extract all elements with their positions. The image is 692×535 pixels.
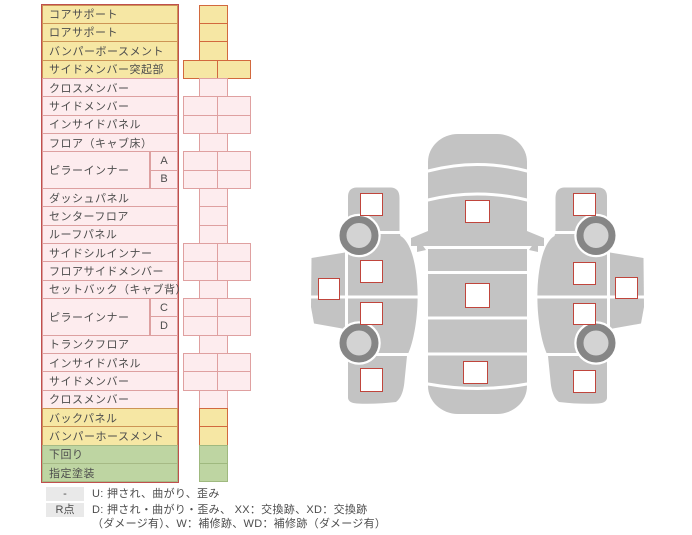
damage-cell <box>183 59 218 79</box>
part-label: センターフロア <box>42 206 178 226</box>
legend-item: R点 D: 押され・曲がり・歪み、 XX：交換跡、XD：交換跡 （ダメージ有）、W：… <box>46 502 386 532</box>
part-label: ダッシュパネル <box>42 187 178 208</box>
part-sublabel: C <box>150 297 178 318</box>
part-label: クロスメンバー <box>42 77 178 98</box>
part-label: ピラーインナー <box>42 151 150 189</box>
damage-cell <box>199 444 228 464</box>
damage-cell <box>183 114 218 134</box>
legend-line: D: 押され・曲がり・歪み、 XX：交換跡、XD：交換跡 <box>92 503 368 516</box>
legend-line: U: 押され、曲がり、歪み <box>92 488 220 500</box>
legend-badge: R点 <box>46 502 84 517</box>
damage-cell <box>216 151 251 171</box>
damage-cell <box>199 334 228 354</box>
part-label: 下回り <box>42 444 178 464</box>
legend-text: U: 押され、曲がり、歪み <box>92 487 220 502</box>
part-label: 指定塗装 <box>42 463 178 483</box>
damage-cell <box>199 206 228 226</box>
damage-cell <box>216 371 251 391</box>
side-mirror-icon <box>417 237 426 252</box>
damage-cell <box>216 114 251 134</box>
rear-wheel-icon <box>337 321 381 365</box>
damage-marker-right-front-fender <box>573 193 596 216</box>
damage-cell <box>216 352 251 373</box>
damage-cell <box>199 4 228 24</box>
damage-cell <box>183 371 218 391</box>
damage-cell <box>183 151 218 171</box>
part-sublabel: D <box>150 316 178 336</box>
part-label: サイドメンバー <box>42 371 178 391</box>
damage-marker-left-front-fender <box>360 193 383 216</box>
part-label: フロアサイドメンバー <box>42 261 178 281</box>
damage-marker-left-front-door <box>360 260 383 283</box>
damage-cell <box>216 316 251 336</box>
car-left-side-view <box>309 187 426 404</box>
damage-cell <box>216 169 251 189</box>
legend-line: （ダメージ有）、W：補修跡、WD：補修跡（ダメージ有） <box>92 518 387 531</box>
damage-cell <box>183 316 218 336</box>
part-label: セットバック（キャブ背） <box>42 279 187 299</box>
damage-marker-top-rear <box>463 361 488 384</box>
damage-cell <box>199 77 228 98</box>
car-top-view <box>409 134 546 414</box>
damage-marker-right-rocker-panel <box>615 277 638 299</box>
damage-marker-top-center <box>465 283 490 308</box>
part-label: ピラーインナー <box>42 297 150 336</box>
damage-cell <box>199 389 228 409</box>
part-label: バンパーボースメント <box>42 41 178 61</box>
damage-cell <box>183 297 218 318</box>
part-label: サイドシルインナー <box>42 242 178 263</box>
part-label: トランクフロア <box>42 334 178 354</box>
damage-cell <box>199 426 228 446</box>
damage-legend: - U: 押され、曲がり、歪み R点 D: 押され・曲がり・歪み、 XX：交換跡、XD… <box>46 487 386 533</box>
damage-cell <box>183 96 218 116</box>
damage-cell <box>199 132 228 153</box>
damage-cell <box>199 41 228 61</box>
part-label: バンパーホースメント <box>42 426 178 446</box>
damage-cell <box>199 407 228 428</box>
damage-marker-right-front-door <box>573 262 596 285</box>
legend-badge: - <box>46 487 84 501</box>
part-label: クロスメンバー <box>42 389 178 409</box>
damage-cell <box>199 224 228 244</box>
part-label: インサイドパネル <box>42 352 178 373</box>
part-label: コアサポート <box>42 4 178 24</box>
part-label: フロア（キャブ床） <box>42 132 178 153</box>
damage-cell <box>216 59 251 79</box>
part-label: サイドメンバー <box>42 96 178 116</box>
legend-item: - U: 押され、曲がり、歪み <box>46 487 386 502</box>
damage-cell <box>199 463 228 483</box>
part-label: バックパネル <box>42 407 178 428</box>
damage-cell <box>216 242 251 263</box>
right-wing-mirror-icon <box>527 231 544 247</box>
damage-marker-left-rear-fender <box>360 368 383 392</box>
part-label: ロアサポート <box>42 22 178 43</box>
part-sublabel: B <box>150 169 178 189</box>
part-label: インサイドパネル <box>42 114 178 134</box>
damage-marker-top-front <box>465 200 490 223</box>
damage-marker-left-rear-door <box>360 302 383 325</box>
damage-marker-left-rocker-panel <box>318 278 340 300</box>
damage-cell <box>216 261 251 281</box>
legend-text: D: 押され・曲がり・歪み、 XX：交換跡、XD：交換跡 （ダメージ有）、W：補修… <box>92 503 386 532</box>
part-label: サイドメンバー突起部 <box>42 59 178 79</box>
damage-cell <box>183 352 218 373</box>
front-wheel-icon <box>337 213 381 258</box>
part-sublabel: A <box>150 151 178 171</box>
part-label: ルーフパネル <box>42 224 178 244</box>
damage-cell <box>199 187 228 208</box>
damage-marker-right-rear-door <box>573 303 596 325</box>
left-wing-mirror-icon <box>411 231 428 247</box>
damage-cell <box>199 22 228 43</box>
damage-cell <box>216 96 251 116</box>
damage-cell <box>183 261 218 281</box>
damage-cell <box>183 169 218 189</box>
damage-cell <box>183 242 218 263</box>
damage-cell <box>216 297 251 318</box>
damage-marker-right-rear-fender <box>573 370 596 393</box>
damage-cell <box>199 279 228 299</box>
